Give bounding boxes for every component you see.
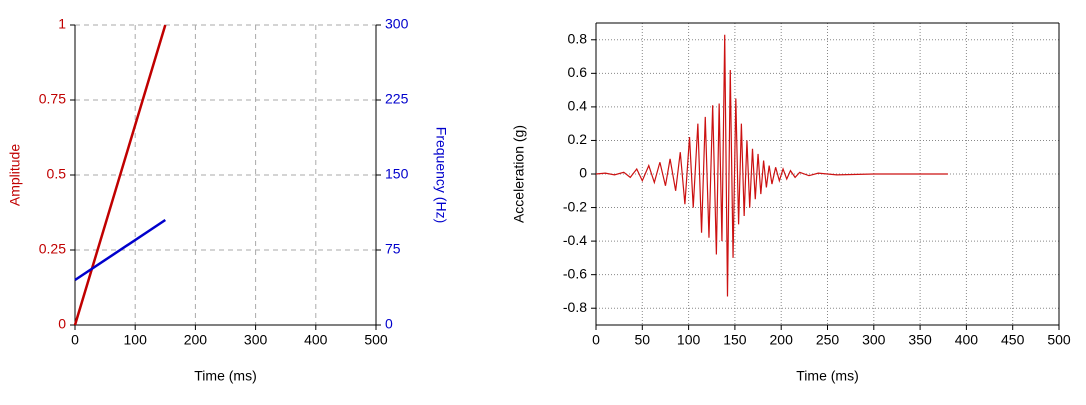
- y-tick-label: 0.2: [568, 131, 588, 147]
- y-tick-label: -0.8: [563, 299, 587, 315]
- x-tick-label: 500: [364, 332, 388, 348]
- series-line: [73, 24, 167, 326]
- y-axis-label: Amplitude: [7, 144, 23, 206]
- y-tick-label: 0.6: [568, 64, 588, 80]
- x-tick-label: 0: [592, 332, 600, 348]
- x-tick-label: 150: [723, 332, 747, 348]
- x-tick-label: 450: [1001, 332, 1025, 348]
- series-line: [595, 34, 948, 297]
- x-tick-label: 100: [677, 332, 701, 348]
- x-tick-label: 400: [955, 332, 979, 348]
- x-tick-label: 100: [124, 332, 148, 348]
- y2-tick-label: 75: [385, 241, 401, 257]
- x-tick-label: 200: [770, 332, 794, 348]
- y2-tick-label: 225: [385, 91, 409, 107]
- y-tick-label: 0.75: [39, 91, 66, 107]
- x-tick-label: 500: [1047, 332, 1071, 348]
- y-tick-label: 0.25: [39, 241, 66, 257]
- x-tick-label: 350: [908, 332, 932, 348]
- series-line: [74, 218, 166, 282]
- x-tick-label: 250: [816, 332, 840, 348]
- y2-tick-label: 300: [385, 16, 409, 32]
- y-tick-label: 0.8: [568, 30, 588, 46]
- y-tick-label: 0: [58, 316, 66, 332]
- y2-axis-label: Frequency (Hz): [433, 127, 449, 223]
- x-axis-label: Time (ms): [194, 368, 256, 384]
- y-tick-label: 0.5: [47, 166, 67, 182]
- y2-tick-label: 150: [385, 166, 409, 182]
- x-tick-label: 400: [304, 332, 328, 348]
- y-tick-label: -0.6: [563, 265, 587, 281]
- y2-tick-label: 0: [385, 316, 393, 332]
- y-tick-label: 0: [579, 165, 587, 181]
- x-axis-label: Time (ms): [796, 368, 858, 384]
- x-tick-label: 50: [635, 332, 651, 348]
- y-tick-label: -0.2: [563, 198, 587, 214]
- y-tick-label: -0.4: [563, 232, 587, 248]
- x-tick-label: 300: [862, 332, 886, 348]
- x-tick-label: 300: [244, 332, 268, 348]
- y-tick-label: 1: [58, 16, 66, 32]
- x-tick-label: 200: [184, 332, 208, 348]
- y-axis-label: Acceleration (g): [511, 125, 527, 223]
- y-tick-label: 0.4: [568, 98, 588, 114]
- x-tick-label: 0: [71, 332, 79, 348]
